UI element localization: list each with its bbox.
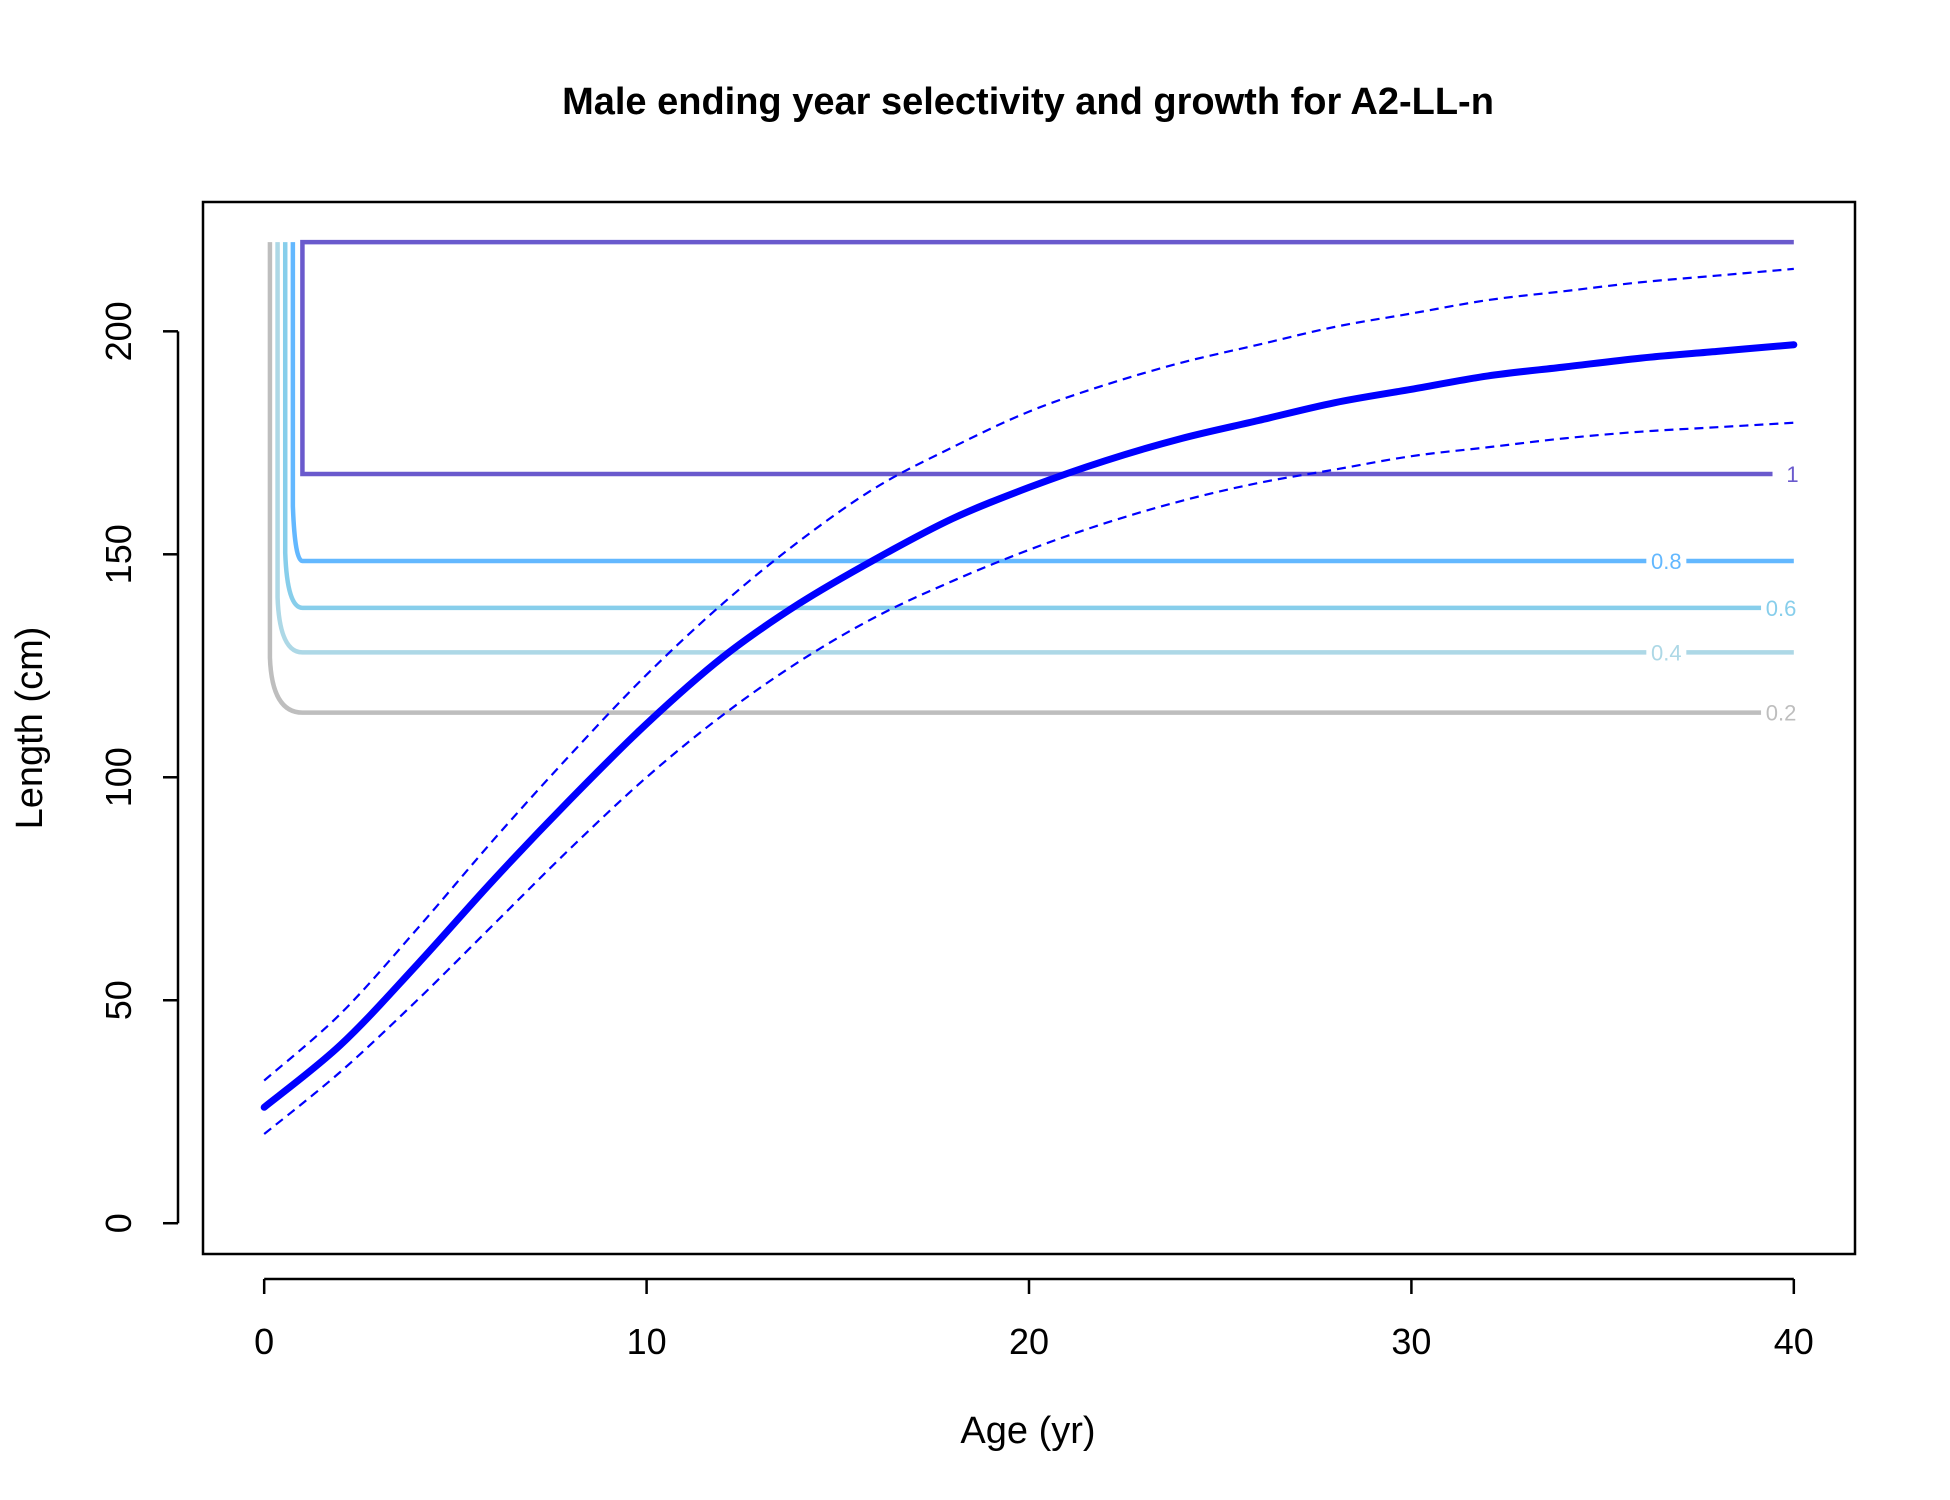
y-tick-label-100: 100: [98, 747, 139, 807]
y-tick-label-50: 50: [98, 980, 139, 1020]
contour-line-0.2: [267, 242, 1794, 715]
contour-label-0.4: 0.4: [1651, 640, 1682, 665]
growth-lower-ci-line: [263, 421, 1794, 1135]
contour-label-1: 1: [1786, 462, 1798, 487]
selectivity-contours: 0.2 0.4 0.6 0.8 1: [267, 239, 1813, 726]
contour-label-0.2: 0.2: [1766, 701, 1797, 726]
contour-line-1: [300, 239, 1794, 477]
y-axis-label: Length (cm): [9, 627, 51, 830]
x-axis: 0 10 20 30 40: [254, 1277, 1814, 1362]
contour-label-bg-0.2: [1761, 700, 1802, 725]
y-tick-label-0: 0: [98, 1213, 139, 1233]
y-axis: 0 50 100 150 200: [98, 301, 180, 1233]
growth-mean-line: [260, 341, 1798, 1111]
contour-label-bg-0.4: [1646, 640, 1687, 665]
x-tick-label-20: 20: [1009, 1321, 1049, 1362]
contour-label-bg-0.6: [1761, 595, 1802, 620]
x-tick-label-30: 30: [1391, 1321, 1431, 1362]
contour-label-bg-0.8: [1646, 548, 1687, 573]
contour-line-0.4: [275, 242, 1794, 655]
x-axis-label: Age (yr): [960, 1410, 1095, 1452]
x-tick-label-10: 10: [627, 1321, 667, 1362]
growth-curves: [260, 267, 1798, 1135]
y-tick-label-200: 200: [98, 301, 139, 361]
contour-line-0.6: [282, 242, 1794, 611]
growth-upper-ci-line: [263, 267, 1794, 1082]
x-tick-label-0: 0: [254, 1321, 274, 1362]
contour-label-0.6: 0.6: [1766, 596, 1797, 621]
plot-frame: [201, 200, 1857, 1256]
contour-label-bg-1: [1772, 462, 1813, 487]
contour-line-0.8: [290, 242, 1794, 564]
chart-title: Male ending year selectivity and growth …: [562, 81, 1494, 123]
x-tick-label-40: 40: [1774, 1321, 1814, 1362]
contour-label-0.8: 0.8: [1651, 549, 1682, 574]
y-tick-label-150: 150: [98, 524, 139, 584]
